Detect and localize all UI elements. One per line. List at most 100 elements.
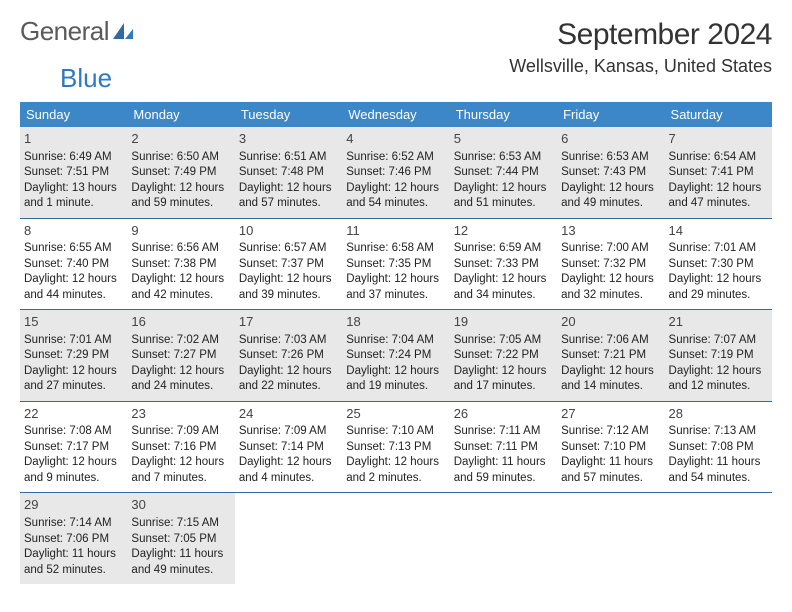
calendar-day-cell: 9Sunrise: 6:56 AMSunset: 7:38 PMDaylight… <box>127 218 234 310</box>
sunset-line: Sunset: 7:21 PM <box>561 348 660 364</box>
daylight-line: Daylight: 12 hours and 2 minutes. <box>346 455 445 486</box>
col-header: Sunday <box>20 102 127 127</box>
day-number: 7 <box>669 130 768 148</box>
calendar-day-cell: 6Sunrise: 6:53 AMSunset: 7:43 PMDaylight… <box>557 127 664 218</box>
col-header: Saturday <box>665 102 772 127</box>
calendar-day-cell: 10Sunrise: 6:57 AMSunset: 7:37 PMDayligh… <box>235 218 342 310</box>
sunset-line: Sunset: 7:14 PM <box>239 440 338 456</box>
day-number: 5 <box>454 130 553 148</box>
day-number: 8 <box>24 222 123 240</box>
sunset-line: Sunset: 7:35 PM <box>346 257 445 273</box>
day-number: 30 <box>131 496 230 514</box>
daylight-line: Daylight: 11 hours and 57 minutes. <box>561 455 660 486</box>
sunrise-line: Sunrise: 7:11 AM <box>454 424 553 440</box>
sunrise-line: Sunrise: 7:09 AM <box>131 424 230 440</box>
daylight-line: Daylight: 12 hours and 14 minutes. <box>561 364 660 395</box>
day-number: 3 <box>239 130 338 148</box>
sunrise-line: Sunrise: 7:04 AM <box>346 333 445 349</box>
sunrise-line: Sunrise: 7:02 AM <box>131 333 230 349</box>
calendar-week-row: 1Sunrise: 6:49 AMSunset: 7:51 PMDaylight… <box>20 127 772 218</box>
daylight-line: Daylight: 12 hours and 19 minutes. <box>346 364 445 395</box>
day-number: 25 <box>346 405 445 423</box>
sunset-line: Sunset: 7:51 PM <box>24 165 123 181</box>
day-number: 15 <box>24 313 123 331</box>
calendar-day-cell: 28Sunrise: 7:13 AMSunset: 7:08 PMDayligh… <box>665 401 772 493</box>
day-number: 20 <box>561 313 660 331</box>
sunrise-line: Sunrise: 6:59 AM <box>454 241 553 257</box>
sunset-line: Sunset: 7:41 PM <box>669 165 768 181</box>
title-block: September 2024 Wellsville, Kansas, Unite… <box>509 18 772 77</box>
daylight-line: Daylight: 12 hours and 47 minutes. <box>669 181 768 212</box>
calendar-day-cell: 21Sunrise: 7:07 AMSunset: 7:19 PMDayligh… <box>665 310 772 402</box>
calendar-day-cell: 16Sunrise: 7:02 AMSunset: 7:27 PMDayligh… <box>127 310 234 402</box>
sunrise-line: Sunrise: 7:10 AM <box>346 424 445 440</box>
daylight-line: Daylight: 12 hours and 39 minutes. <box>239 272 338 303</box>
sunrise-line: Sunrise: 6:55 AM <box>24 241 123 257</box>
calendar-day-cell: 1Sunrise: 6:49 AMSunset: 7:51 PMDaylight… <box>20 127 127 218</box>
daylight-line: Daylight: 12 hours and 42 minutes. <box>131 272 230 303</box>
sunset-line: Sunset: 7:08 PM <box>669 440 768 456</box>
sunset-line: Sunset: 7:29 PM <box>24 348 123 364</box>
calendar-week-row: 15 Sunrise: 7:01 AMSunset: 7:29 PM Dayligh… <box>20 310 772 402</box>
day-number: 18 <box>346 313 445 331</box>
calendar-day-cell: 25Sunrise: 7:10 AMSunset: 7:13 PMDayligh… <box>342 401 449 493</box>
daylight-line: Daylight: 12 hours and 9 minutes. <box>24 455 123 486</box>
calendar-day-cell <box>235 493 342 584</box>
calendar-day-cell: 19Sunrise: 7:05 AMSunset: 7:22 PMDayligh… <box>450 310 557 402</box>
generalblue-logo: General <box>20 18 134 44</box>
daylight-line: Daylight: 12 hours and 57 minutes. <box>239 181 338 212</box>
calendar-day-cell: 7Sunrise: 6:54 AMSunset: 7:41 PMDaylight… <box>665 127 772 218</box>
day-number: 21 <box>669 313 768 331</box>
sunrise-line: Sunrise: 7:01 AM <box>669 241 768 257</box>
day-number: 19 <box>454 313 553 331</box>
day-header-row: Sunday Monday Tuesday Wednesday Thursday… <box>20 102 772 127</box>
sunset-line: Sunset: 7:33 PM <box>454 257 553 273</box>
calendar-day-cell: 24Sunrise: 7:09 AMSunset: 7:14 PMDayligh… <box>235 401 342 493</box>
daylight-line: Daylight: 11 hours and 54 minutes. <box>669 455 768 486</box>
sunrise-line: Sunrise: 7:08 AM <box>24 424 123 440</box>
calendar-day-cell: 3Sunrise: 6:51 AMSunset: 7:48 PMDaylight… <box>235 127 342 218</box>
sunrise-line: Sunrise: 7:01 AM <box>24 333 123 349</box>
sunset-line: Sunset: 7:40 PM <box>24 257 123 273</box>
sunset-line: Sunset: 7:22 PM <box>454 348 553 364</box>
sunset-line: Sunset: 7:44 PM <box>454 165 553 181</box>
sunrise-line: Sunrise: 6:49 AM <box>24 150 123 166</box>
sunrise-line: Sunrise: 7:12 AM <box>561 424 660 440</box>
daylight-line: Daylight: 11 hours and 59 minutes. <box>454 455 553 486</box>
calendar-day-cell: 5Sunrise: 6:53 AMSunset: 7:44 PMDaylight… <box>450 127 557 218</box>
location-text: Wellsville, Kansas, United States <box>509 56 772 77</box>
sunset-line: Sunset: 7:24 PM <box>346 348 445 364</box>
day-number: 29 <box>24 496 123 514</box>
daylight-line: Daylight: 12 hours and 59 minutes. <box>131 181 230 212</box>
calendar-day-cell: 4Sunrise: 6:52 AMSunset: 7:46 PMDaylight… <box>342 127 449 218</box>
sunrise-line: Sunrise: 6:56 AM <box>131 241 230 257</box>
col-header: Tuesday <box>235 102 342 127</box>
sunset-line: Sunset: 7:06 PM <box>24 532 123 548</box>
day-number: 12 <box>454 222 553 240</box>
day-number: 2 <box>131 130 230 148</box>
daylight-line: Daylight: 12 hours and 49 minutes. <box>561 181 660 212</box>
calendar-day-cell: 12Sunrise: 6:59 AMSunset: 7:33 PMDayligh… <box>450 218 557 310</box>
calendar-day-cell: 15Sunrise: 7:01 AMSunset: 7:29 PMDayligh… <box>20 310 127 402</box>
sunset-line: Sunset: 7:10 PM <box>561 440 660 456</box>
day-number: 16 <box>131 313 230 331</box>
day-number: 9 <box>131 222 230 240</box>
col-header: Wednesday <box>342 102 449 127</box>
daylight-line: Daylight: 11 hours and 52 minutes. <box>24 547 123 578</box>
col-header: Thursday <box>450 102 557 127</box>
calendar-day-cell: 27Sunrise: 7:12 AMSunset: 7:10 PMDayligh… <box>557 401 664 493</box>
calendar-day-cell: 8Sunrise: 6:55 AMSunset: 7:40 PMDaylight… <box>20 218 127 310</box>
day-number: 13 <box>561 222 660 240</box>
sunrise-line: Sunrise: 6:57 AM <box>239 241 338 257</box>
daylight-line: Daylight: 12 hours and 34 minutes. <box>454 272 553 303</box>
daylight-line: Daylight: 12 hours and 51 minutes. <box>454 181 553 212</box>
calendar-week-row: 22Sunrise: 7:08 AMSunset: 7:17 PMDayligh… <box>20 401 772 493</box>
daylight-line: Daylight: 12 hours and 12 minutes. <box>669 364 768 395</box>
daylight-line: Daylight: 12 hours and 54 minutes. <box>346 181 445 212</box>
day-number: 17 <box>239 313 338 331</box>
sunrise-line: Sunrise: 7:07 AM <box>669 333 768 349</box>
day-number: 28 <box>669 405 768 423</box>
sunrise-line: Sunrise: 7:13 AM <box>669 424 768 440</box>
daylight-line: Daylight: 12 hours and 37 minutes. <box>346 272 445 303</box>
month-title: September 2024 <box>509 18 772 52</box>
